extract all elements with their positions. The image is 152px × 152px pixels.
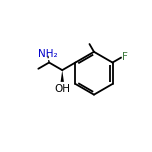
Text: NH₂: NH₂ [38,49,57,59]
Polygon shape [61,70,64,82]
Text: OH: OH [54,84,70,94]
Text: F: F [122,52,128,62]
